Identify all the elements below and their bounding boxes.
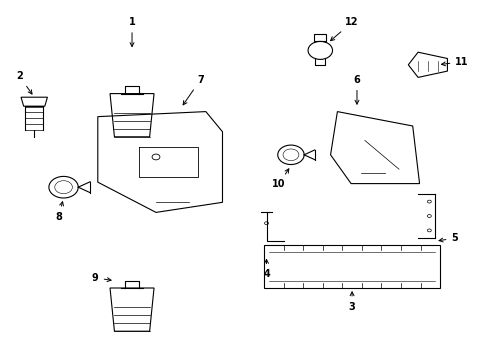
Text: 6: 6 bbox=[353, 75, 360, 104]
Text: 3: 3 bbox=[348, 292, 355, 312]
Text: 4: 4 bbox=[263, 260, 269, 279]
Text: 12: 12 bbox=[330, 17, 358, 41]
Text: 11: 11 bbox=[441, 57, 468, 67]
Text: 1: 1 bbox=[128, 17, 135, 46]
Text: 7: 7 bbox=[183, 75, 203, 105]
Bar bbox=[314, 34, 326, 41]
Text: 10: 10 bbox=[271, 169, 288, 189]
Text: 5: 5 bbox=[438, 233, 457, 243]
Bar bbox=[264, 245, 439, 288]
Text: 8: 8 bbox=[55, 202, 63, 222]
Text: 9: 9 bbox=[92, 273, 111, 283]
Text: 2: 2 bbox=[16, 71, 32, 94]
